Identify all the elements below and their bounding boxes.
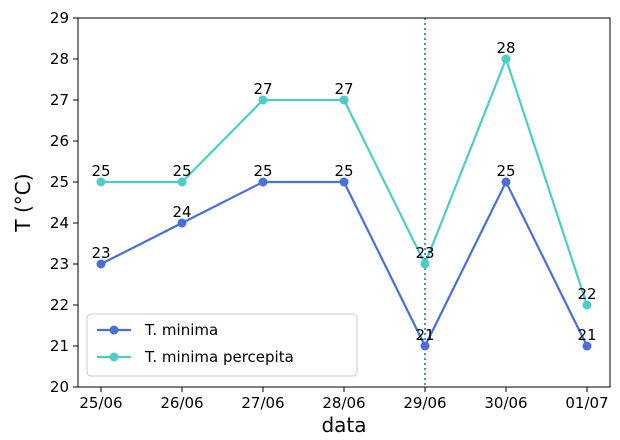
- x-tick-label: 29/06: [403, 394, 446, 412]
- y-axis: 20 21 22 23 24 25 26 27 28 29: [50, 9, 78, 396]
- data-point: [582, 341, 592, 351]
- x-tick-label: 28/06: [322, 394, 365, 412]
- y-tick-label: 25: [50, 173, 69, 191]
- data-point: [339, 95, 349, 105]
- data-point: [177, 177, 187, 187]
- data-point: [339, 177, 349, 187]
- data-point: [177, 218, 187, 228]
- data-label: 27: [334, 80, 353, 98]
- legend-entry: T. minima: [144, 321, 218, 339]
- data-label: 24: [172, 203, 191, 221]
- x-axis: 25/06 26/06 27/06 28/06 29/06 30/06 01/07: [79, 387, 609, 412]
- data-point: [96, 177, 106, 187]
- legend: T. minima T. minima percepita: [86, 313, 358, 377]
- data-label: 27: [253, 80, 272, 98]
- data-label: 23: [91, 244, 110, 262]
- data-point: [420, 259, 430, 269]
- x-tick-label: 25/06: [79, 394, 122, 412]
- x-tick-label: 30/06: [484, 394, 527, 412]
- x-tick-label: 01/07: [565, 394, 608, 412]
- data-label: 23: [415, 244, 434, 262]
- x-tick-label: 26/06: [160, 394, 203, 412]
- y-tick-label: 21: [50, 337, 69, 355]
- data-label: 22: [577, 285, 596, 303]
- data-label: 25: [91, 162, 110, 180]
- data-label: 25: [172, 162, 191, 180]
- y-tick-label: 20: [50, 378, 69, 396]
- data-point: [258, 177, 268, 187]
- legend-marker: [109, 325, 119, 335]
- y-tick-label: 23: [50, 255, 69, 273]
- series-layer: [96, 54, 592, 351]
- y-axis-title: T (°C): [11, 173, 35, 232]
- data-label-layer: 23 24 25 25 21 25 21 25 25 27 27 23 28 22: [91, 39, 596, 344]
- y-tick-label: 27: [50, 91, 69, 109]
- y-tick-label: 26: [50, 132, 69, 150]
- y-tick-label: 22: [50, 296, 69, 314]
- legend-entry: T. minima percepita: [144, 348, 294, 366]
- data-point: [96, 259, 106, 269]
- data-point: [258, 95, 268, 105]
- data-point: [501, 177, 511, 187]
- data-point: [501, 54, 511, 64]
- data-point: [582, 300, 592, 310]
- data-label: 21: [577, 326, 596, 344]
- x-axis-title: data: [321, 413, 366, 437]
- data-label: 21: [415, 326, 434, 344]
- data-label: 28: [496, 39, 515, 57]
- data-label: 25: [334, 162, 353, 180]
- legend-marker: [109, 352, 119, 362]
- data-point: [420, 341, 430, 351]
- y-tick-label: 24: [50, 214, 69, 232]
- x-tick-label: 27/06: [241, 394, 284, 412]
- y-tick-label: 28: [50, 50, 69, 68]
- legend-box: [86, 313, 358, 377]
- data-label: 25: [496, 162, 515, 180]
- data-label: 25: [253, 162, 272, 180]
- y-tick-label: 29: [50, 9, 69, 27]
